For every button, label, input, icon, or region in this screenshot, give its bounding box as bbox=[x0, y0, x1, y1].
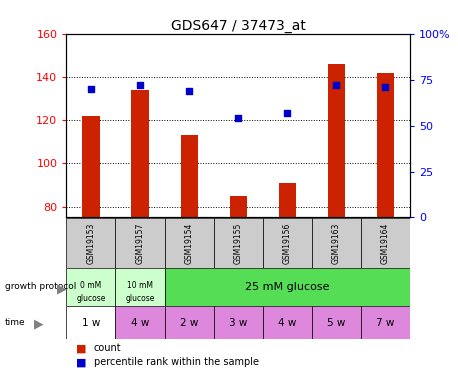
Text: percentile rank within the sample: percentile rank within the sample bbox=[94, 357, 259, 368]
Bar bbox=[328, 64, 345, 217]
Bar bbox=[361, 306, 410, 339]
Text: GSM19155: GSM19155 bbox=[234, 222, 243, 264]
Bar bbox=[278, 183, 296, 218]
Text: 3 w: 3 w bbox=[229, 318, 247, 327]
Bar bbox=[115, 217, 164, 268]
Text: growth protocol: growth protocol bbox=[5, 282, 76, 291]
Bar bbox=[164, 306, 213, 339]
Bar bbox=[213, 306, 263, 339]
Point bbox=[87, 86, 95, 92]
Bar bbox=[213, 217, 263, 268]
Text: GSM19156: GSM19156 bbox=[283, 222, 292, 264]
Text: 4 w: 4 w bbox=[131, 318, 149, 327]
Bar bbox=[131, 90, 148, 218]
Text: glucose: glucose bbox=[76, 294, 106, 303]
Text: ■: ■ bbox=[76, 343, 86, 353]
Bar bbox=[115, 268, 164, 306]
Text: 5 w: 5 w bbox=[327, 318, 345, 327]
Text: 0 mM: 0 mM bbox=[80, 280, 102, 290]
Bar bbox=[229, 196, 247, 217]
Text: GSM19163: GSM19163 bbox=[332, 222, 341, 264]
Bar bbox=[263, 306, 312, 339]
Bar bbox=[164, 268, 410, 306]
Text: time: time bbox=[5, 318, 25, 327]
Point bbox=[136, 82, 144, 88]
Text: GSM19153: GSM19153 bbox=[87, 222, 95, 264]
Bar bbox=[263, 217, 312, 268]
Text: ▶: ▶ bbox=[57, 282, 67, 295]
Point bbox=[185, 88, 193, 94]
Text: 1 w: 1 w bbox=[82, 318, 100, 327]
Point bbox=[234, 115, 242, 121]
Bar bbox=[66, 268, 115, 306]
Text: ▶: ▶ bbox=[34, 318, 44, 331]
Text: ■: ■ bbox=[76, 357, 86, 368]
Text: glucose: glucose bbox=[125, 294, 155, 303]
Bar bbox=[66, 306, 115, 339]
Title: GDS647 / 37473_at: GDS647 / 37473_at bbox=[171, 19, 305, 33]
Bar bbox=[164, 217, 213, 268]
Bar bbox=[115, 306, 164, 339]
Point bbox=[284, 110, 291, 116]
Point bbox=[382, 84, 389, 90]
Text: 4 w: 4 w bbox=[278, 318, 296, 327]
Text: count: count bbox=[94, 343, 121, 353]
Text: 2 w: 2 w bbox=[180, 318, 198, 327]
Bar bbox=[312, 306, 361, 339]
Bar bbox=[180, 135, 198, 218]
Bar bbox=[312, 217, 361, 268]
Bar bbox=[361, 217, 410, 268]
Text: 7 w: 7 w bbox=[376, 318, 394, 327]
Bar bbox=[377, 73, 394, 217]
Text: GSM19154: GSM19154 bbox=[185, 222, 194, 264]
Text: GSM19164: GSM19164 bbox=[381, 222, 390, 264]
Text: GSM19157: GSM19157 bbox=[136, 222, 145, 264]
Bar bbox=[66, 217, 115, 268]
Text: 25 mM glucose: 25 mM glucose bbox=[245, 282, 329, 292]
Text: 10 mM: 10 mM bbox=[127, 280, 153, 290]
Bar bbox=[82, 116, 99, 218]
Point bbox=[333, 82, 340, 88]
